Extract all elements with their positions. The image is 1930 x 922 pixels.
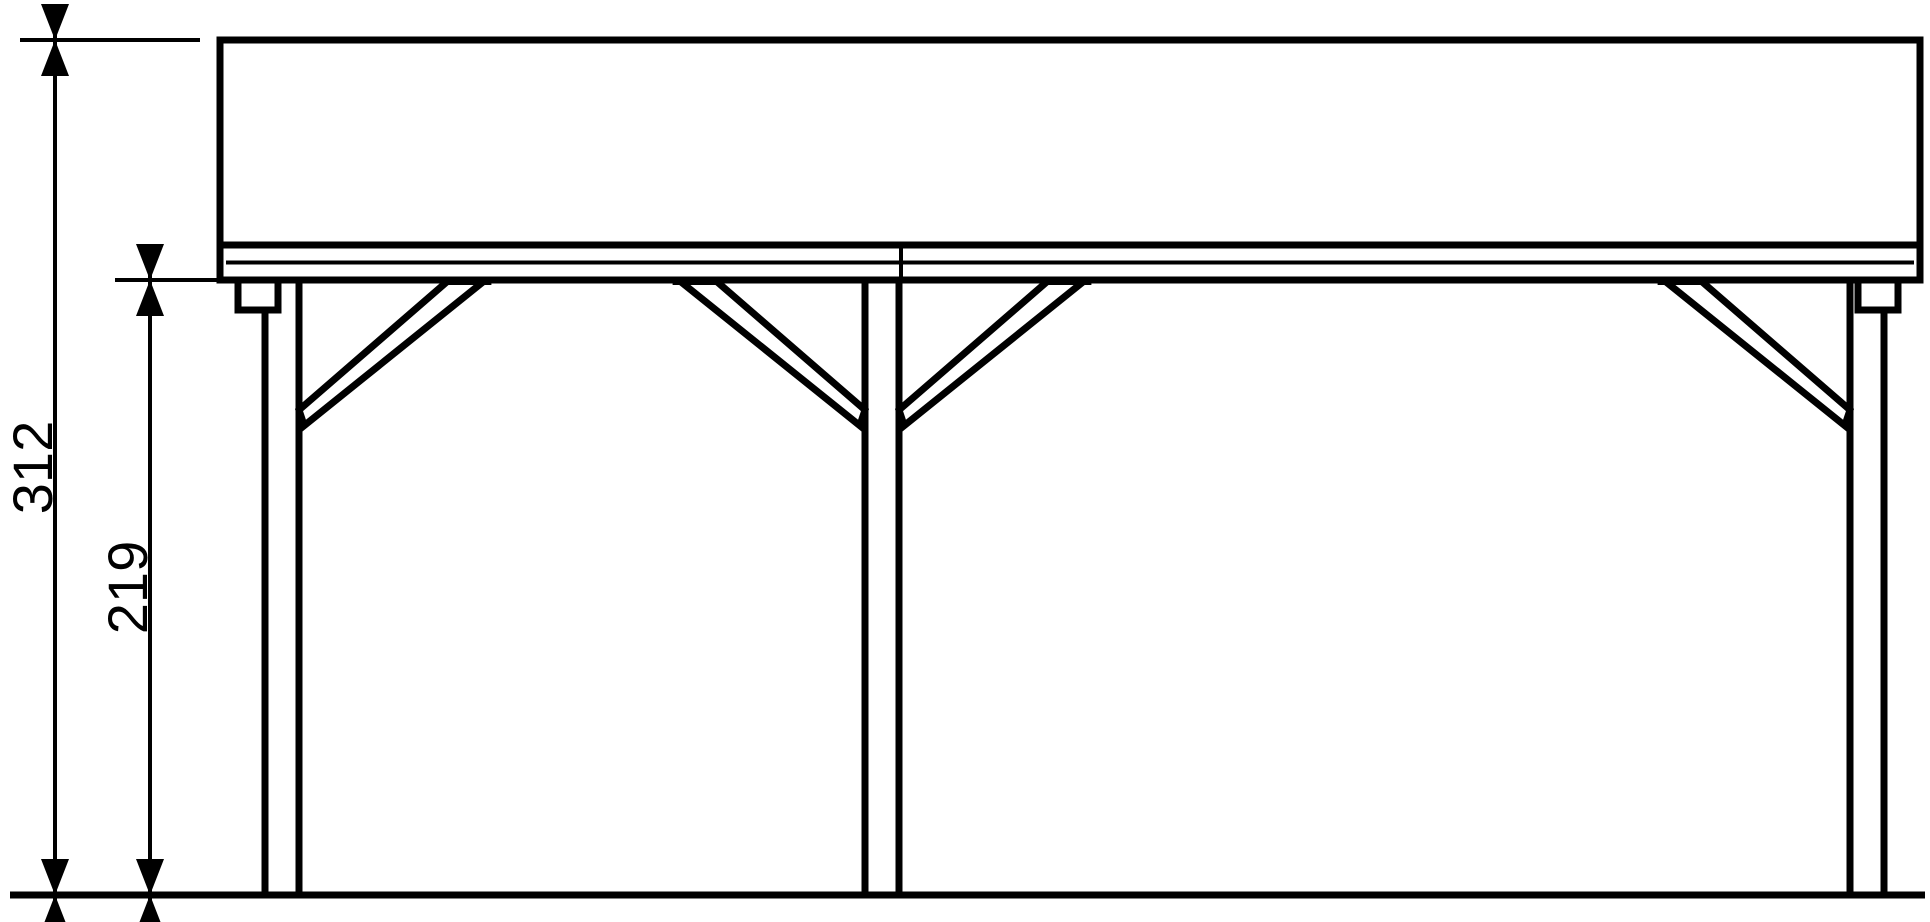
dim-inner-height-label: 219 — [96, 541, 159, 634]
dim-outer-height-label: 312 — [1, 421, 64, 514]
elevation-drawing: 312 219 — [0, 0, 1930, 922]
